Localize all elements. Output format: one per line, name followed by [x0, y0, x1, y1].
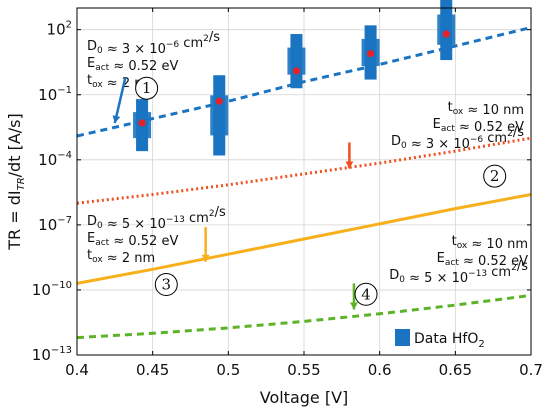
x-tick-label: 0.4 — [65, 361, 89, 379]
data-point-mean — [366, 49, 375, 58]
data-point-mean — [138, 119, 146, 127]
curve-number-label: 2 — [490, 167, 500, 185]
annotation-ann4-line: Eact ≈ 0.52 eV — [437, 251, 528, 269]
legend: Data HfO2 — [395, 329, 485, 350]
annotation-ann2-line: Eact ≈ 0.52 eV — [433, 117, 524, 135]
data-scatter-core — [210, 95, 229, 136]
annotation-arrow-head — [201, 254, 210, 262]
annotation-arrow-head — [345, 161, 354, 169]
x-tick-label: 0.45 — [136, 361, 169, 379]
curve-number-circle — [354, 282, 378, 306]
axis-ticks: 0.4 0.45 0.5 0.55 0.6 0.65 0.7 102 10−1 10−4 10−7 1… — [32, 8, 543, 379]
y-tick-label: 102 — [47, 20, 72, 39]
y-tick-label: 10−4 — [38, 150, 72, 169]
legend-swatch — [395, 329, 410, 346]
annotation-arrow — [113, 77, 127, 124]
data-scatter-core — [287, 47, 306, 75]
annotation-ann4-line: tox ≈ 10 nm — [452, 234, 528, 252]
x-tick-label: 0.7 — [519, 361, 543, 379]
x-tick-label: 0.5 — [216, 361, 240, 379]
y-axis-label: TR = dITR/dt [A/s] — [5, 113, 27, 250]
annotation-ann4-line: D0 ≈ 5 × 10−13 cm2/s — [389, 259, 528, 286]
annotation-ann1-line: D0 ≈ 3 × 10−6 cm2/s — [87, 30, 220, 57]
data-point-mean — [442, 30, 450, 38]
legend-label: Data HfO2 — [414, 331, 485, 350]
x-axis-label: Voltage [V] — [260, 388, 349, 407]
annotation-ann2-line: tox ≈ 10 nm — [448, 100, 524, 118]
annotation-arrow-head — [112, 115, 121, 123]
annotation-ann3-line: tox ≈ 2 nm — [87, 248, 155, 266]
data-point-mean — [215, 97, 223, 105]
curve-number-circle — [154, 273, 178, 297]
data-scatter-core — [437, 14, 456, 45]
x-tick-label: 0.65 — [439, 361, 472, 379]
model-curve-1 — [76, 26, 532, 138]
y-tick-label: 10−13 — [32, 345, 72, 364]
data-point-mean — [292, 67, 301, 75]
model-curve-3 — [76, 193, 532, 285]
annotation-ann2-line: D0 ≈ 3 × 10−6 cm2/s — [391, 125, 524, 152]
model-curves — [76, 26, 532, 340]
measured-data — [133, 0, 456, 156]
curve-number-label: 3 — [162, 276, 172, 294]
annotation-ann3-line: Eact ≈ 0.52 eV — [87, 231, 178, 249]
x-tick-label: 0.55 — [287, 361, 320, 379]
curve-number-label: 4 — [361, 285, 371, 303]
y-tick-label: 10−1 — [38, 85, 72, 104]
y-tick-label: 10−7 — [38, 215, 72, 234]
curve-number-label: 1 — [142, 79, 152, 97]
curve-number-circle — [483, 164, 507, 188]
model-curve-2 — [76, 136, 532, 205]
annotation-ann3-line: D0 ≈ 5 × 10−13 cm2/s — [87, 205, 226, 232]
annotation-arrow-head — [349, 302, 358, 310]
curve-number-circle — [135, 76, 159, 100]
annotation-ann1-line: Eact ≈ 0.52 eV — [87, 56, 178, 74]
x-tick-label: 0.6 — [368, 361, 392, 379]
model-curve-4 — [76, 293, 532, 340]
y-tick-label: 10−10 — [32, 280, 72, 299]
